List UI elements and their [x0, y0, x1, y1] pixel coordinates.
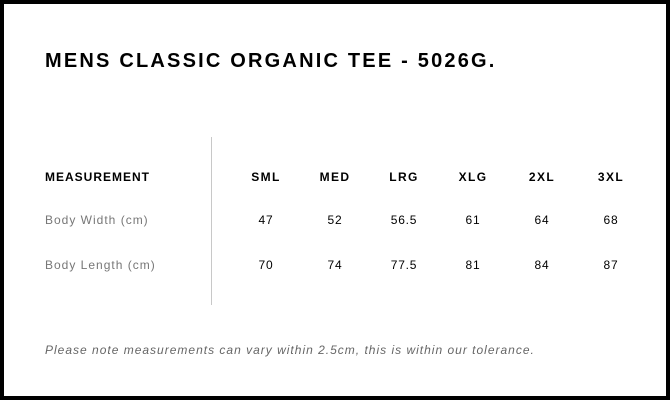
table-cell: 64	[534, 213, 550, 227]
table-cell: 87	[603, 258, 619, 272]
size-header: LRG	[389, 170, 419, 184]
row-label: Body Length (cm)	[45, 258, 156, 272]
size-header: XLG	[458, 170, 488, 184]
table-cell: 81	[465, 258, 481, 272]
size-header: 2XL	[528, 170, 556, 184]
measurement-header: MEASUREMENT	[45, 170, 151, 184]
table-cell: 47	[258, 213, 274, 227]
column-divider	[211, 137, 212, 305]
size-header: SML	[251, 170, 281, 184]
size-header: 3XL	[597, 170, 625, 184]
table-cell: 68	[603, 213, 619, 227]
table-cell: 77.5	[390, 258, 418, 272]
table-cell: 74	[327, 258, 343, 272]
row-label: Body Width (cm)	[45, 213, 149, 227]
tolerance-note: Please note measurements can vary within…	[45, 343, 535, 357]
page-title: MENS CLASSIC ORGANIC TEE - 5026G.	[45, 50, 497, 72]
table-cell: 52	[327, 213, 343, 227]
table-cell: 61	[465, 213, 481, 227]
size-header: MED	[319, 170, 351, 184]
table-cell: 70	[258, 258, 274, 272]
table-cell: 84	[534, 258, 550, 272]
table-cell: 56.5	[390, 213, 418, 227]
